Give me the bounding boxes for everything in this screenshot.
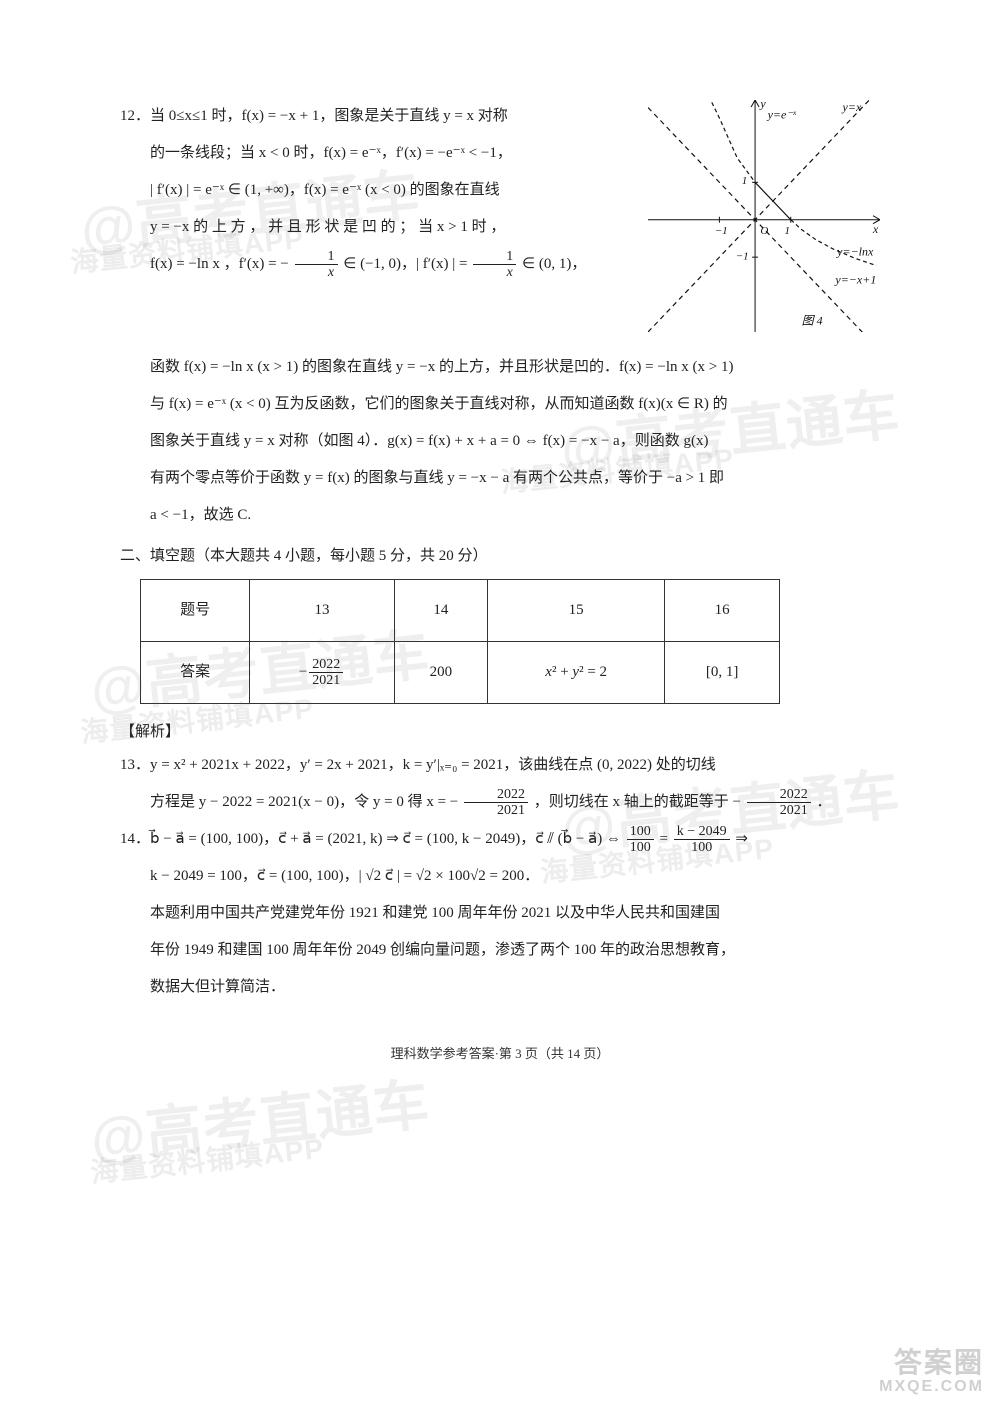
svg-text:O: O bbox=[760, 225, 768, 237]
svg-text:y=−x+1: y=−x+1 bbox=[834, 272, 876, 286]
section-2-heading: 二、填空题（本大题共 4 小题，每小题 5 分，共 20 分） bbox=[120, 540, 880, 573]
q14-line1: 14．b⃗ − a⃗ = (100, 100)，c⃗ + a⃗ = (2021,… bbox=[120, 823, 880, 856]
q12-line6: 函数 f(x) = −ln x (x > 1) 的图象在直线 y = −x 的上… bbox=[120, 351, 880, 384]
q14-line3: 本题利用中国共产党建党年份 1921 和建党 100 周年年份 2021 以及中… bbox=[120, 897, 880, 930]
bottom-wm-2: MXQE.COM bbox=[879, 1378, 984, 1396]
q13-line2a: 方程是 y − 2022 = 2021(x − 0)，令 y = 0 得 x =… bbox=[150, 794, 458, 810]
page-footer: 理科数学参考答案·第 3 页（共 14 页） bbox=[120, 1040, 880, 1069]
ans-16: [0, 1] bbox=[665, 642, 780, 704]
svg-text:y=e⁻ˣ: y=e⁻ˣ bbox=[767, 108, 797, 122]
frac-k2049-100: k − 2049100 bbox=[674, 824, 730, 856]
col-13: 13 bbox=[250, 580, 395, 642]
svg-text:−1: −1 bbox=[736, 250, 749, 262]
col-14: 14 bbox=[394, 580, 487, 642]
bottom-watermark: 答案圈 MXQE.COM bbox=[879, 1348, 984, 1396]
q12-line10: a < −1，故选 C. bbox=[120, 499, 880, 532]
svg-text:x: x bbox=[872, 222, 879, 236]
frac-1-over-x-2: 1x bbox=[473, 249, 516, 281]
bottom-wm-1: 答案圈 bbox=[879, 1348, 984, 1379]
page: yxO1−11−1y=e⁻ˣy=xy=−lnxy=−x+1图 4 12．当 0≤… bbox=[0, 0, 1000, 1109]
head-label: 题号 bbox=[141, 580, 250, 642]
svg-text:1: 1 bbox=[742, 175, 748, 187]
col-16: 16 bbox=[665, 580, 780, 642]
svg-text:图 4: 图 4 bbox=[802, 314, 823, 328]
q14-line5: 数据大但计算简洁． bbox=[120, 971, 880, 1004]
svg-text:y: y bbox=[759, 100, 766, 110]
q13-line2b: ，则切线在 x 轴上的截距等于 − bbox=[534, 794, 741, 810]
frac-1-over-x: 1x bbox=[295, 249, 338, 281]
q13-line2: 方程是 y − 2022 = 2021(x − 0)，令 y = 0 得 x =… bbox=[120, 786, 880, 819]
q12-line5b: ∈ (−1, 0)，| f′(x) | = bbox=[343, 256, 471, 272]
ans-14: 200 bbox=[394, 642, 487, 704]
figure-4: y x O 1 −1 1 −1 y=e⁻ˣ y=x y=−lnx y=−x+1 图 4 bbox=[648, 100, 880, 345]
svg-text:1: 1 bbox=[784, 225, 790, 237]
table-row: 答案 −20222021 200 x² + y² = 2 [0, 1] bbox=[141, 642, 780, 704]
q14-line1c: ⇒ bbox=[735, 831, 748, 847]
q14-line1a: 14．b⃗ − a⃗ = (100, 100)，c⃗ + a⃗ = (2021,… bbox=[120, 831, 625, 847]
frac-2022-2021-b: 20222021 bbox=[747, 787, 811, 819]
analysis-heading: 【解析】 bbox=[120, 716, 880, 749]
q14-line2: k − 2049 = 100，c⃗ = (100, 100)，| √2 c⃗ |… bbox=[120, 860, 880, 893]
answer-table: 题号 13 14 15 16 答案 −20222021 200 x² + y² … bbox=[140, 579, 780, 704]
frac-2022-2021-a: 20222021 bbox=[464, 787, 528, 819]
svg-text:y=x: y=x bbox=[842, 100, 862, 114]
q14-line4: 年份 1949 和建国 100 周年年份 2049 创编向量问题，渗透了两个 1… bbox=[120, 934, 880, 967]
q13-line2c: ． bbox=[816, 794, 831, 810]
q14-line1b: = bbox=[660, 831, 672, 847]
q12-line5a: f(x) = −ln x ，f′(x) = − bbox=[150, 256, 289, 272]
q12-line5c: ∈ (0, 1)， bbox=[522, 256, 586, 272]
svg-text:y=−lnx: y=−lnx bbox=[836, 244, 874, 258]
frac-100-100: 100100 bbox=[627, 824, 654, 856]
q12-line7: 与 f(x) = e⁻ˣ (x < 0) 互为反函数，它们的图象关于直线对称，从… bbox=[120, 388, 880, 421]
ans-15: x² + y² = 2 bbox=[488, 642, 665, 704]
ans-13: −20222021 bbox=[250, 642, 395, 704]
row-label: 答案 bbox=[141, 642, 250, 704]
q12-line9: 有两个零点等价于函数 y = f(x) 的图象与直线 y = −x − a 有两… bbox=[120, 462, 880, 495]
col-15: 15 bbox=[488, 580, 665, 642]
q13-line1: 13．y = x² + 2021x + 2022，y′ = 2x + 2021，… bbox=[120, 749, 880, 782]
table-row: 题号 13 14 15 16 bbox=[141, 580, 780, 642]
svg-text:−1: −1 bbox=[715, 225, 728, 237]
q12-line8: 图象关于直线 y = x 对称（如图 4）．g(x) = f(x) + x + … bbox=[120, 425, 880, 458]
